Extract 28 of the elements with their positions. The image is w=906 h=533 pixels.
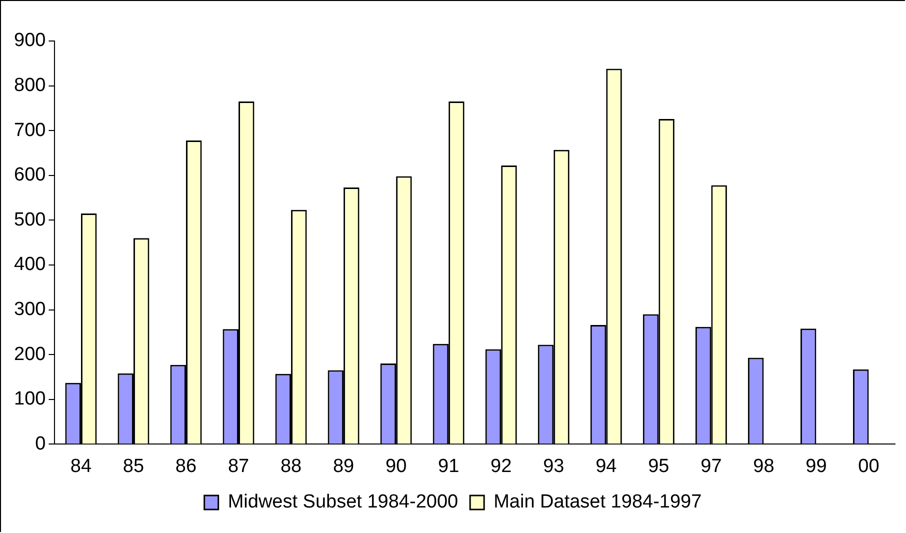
y-tick-label: 100: [14, 388, 46, 410]
x-tick-label: 98: [753, 456, 774, 477]
x-tick-label: 95: [648, 456, 670, 477]
x-tick-label: 87: [228, 456, 250, 477]
y-tick-label: 500: [14, 209, 46, 230]
x-tick-label: 86: [175, 456, 197, 477]
x-tick-label: 85: [122, 456, 144, 477]
x-tick-label: 91: [438, 456, 460, 477]
x-tick-label: 89: [332, 456, 354, 477]
x-tick-label: 00: [858, 456, 880, 477]
legend-label: Main Dataset 1984-1997: [494, 492, 702, 513]
y-tick-label: 800: [14, 75, 46, 96]
legend-label: Midwest Subset 1984-2000: [228, 492, 458, 513]
y-tick-label: 600: [14, 164, 46, 186]
x-tick-label: 90: [386, 456, 407, 477]
x-tick-label: 88: [280, 456, 302, 477]
y-tick-label: 400: [14, 254, 46, 276]
y-tick-label: 900: [14, 30, 46, 52]
x-tick-label: 84: [70, 456, 92, 477]
x-tick-label: 94: [596, 456, 618, 477]
x-tick-label: 93: [543, 456, 564, 477]
y-tick-label: 0: [35, 433, 46, 454]
x-tick-label: 99: [806, 456, 827, 477]
x-tick-label: 97: [700, 456, 722, 477]
y-tick-label: 300: [14, 299, 46, 320]
y-tick-label: 700: [14, 120, 46, 141]
x-tick-label: 92: [490, 456, 512, 477]
y-tick-label: 200: [14, 344, 46, 365]
